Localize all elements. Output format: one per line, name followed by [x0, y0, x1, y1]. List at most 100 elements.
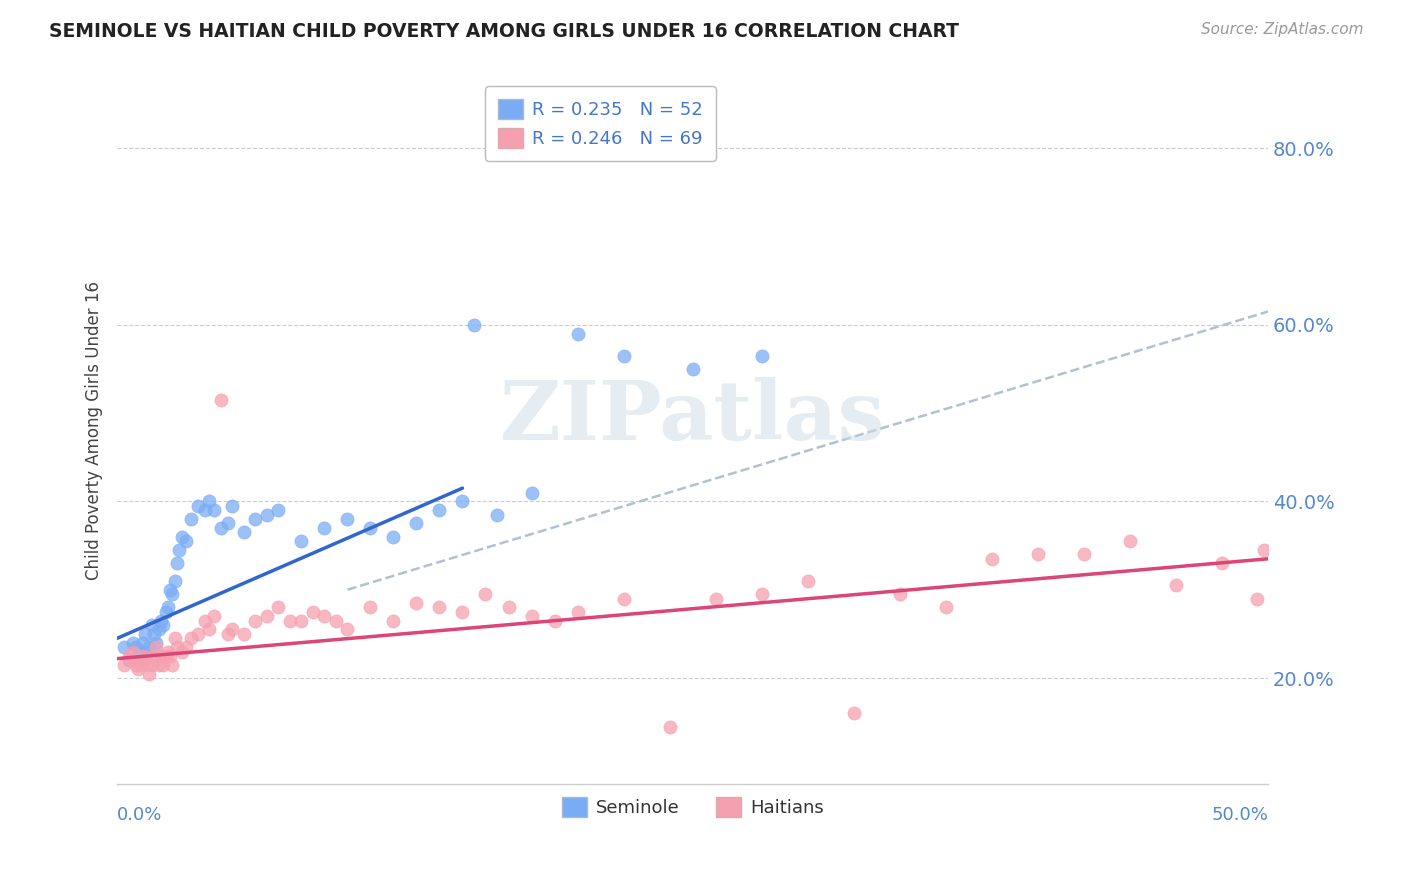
Point	[194, 503, 217, 517]
Point	[463, 318, 485, 332]
Point	[485, 508, 508, 522]
Point	[155, 648, 177, 663]
Point	[141, 618, 163, 632]
Point	[145, 636, 167, 650]
Point	[131, 648, 153, 663]
Point	[174, 534, 197, 549]
Point	[127, 648, 149, 663]
Point	[451, 605, 474, 619]
Point	[180, 512, 202, 526]
Point	[1246, 591, 1268, 606]
Point	[751, 587, 773, 601]
Point	[152, 657, 174, 672]
Point	[232, 525, 254, 540]
Point	[198, 623, 221, 637]
Point	[122, 636, 145, 650]
Point	[325, 614, 347, 628]
Point	[129, 657, 152, 672]
Point	[267, 600, 290, 615]
Point	[1119, 534, 1142, 549]
Point	[209, 521, 232, 535]
Point	[112, 640, 135, 654]
Point	[136, 644, 159, 658]
Point	[118, 653, 141, 667]
Point	[1253, 543, 1275, 558]
Point	[336, 512, 359, 526]
Point	[245, 512, 267, 526]
Point	[159, 582, 181, 597]
Point	[124, 640, 146, 654]
Point	[149, 648, 172, 663]
Point	[174, 640, 197, 654]
Point	[278, 614, 301, 628]
Point	[520, 485, 543, 500]
Point	[209, 392, 232, 407]
Point	[120, 653, 142, 667]
Point	[314, 521, 336, 535]
Text: SEMINOLE VS HAITIAN CHILD POVERTY AMONG GIRLS UNDER 16 CORRELATION CHART: SEMINOLE VS HAITIAN CHILD POVERTY AMONG …	[49, 22, 959, 41]
Point	[143, 648, 166, 663]
Point	[256, 508, 278, 522]
Point	[148, 657, 170, 672]
Point	[474, 587, 496, 601]
Point	[290, 614, 312, 628]
Y-axis label: Child Poverty Among Girls Under 16: Child Poverty Among Girls Under 16	[86, 281, 103, 580]
Point	[198, 494, 221, 508]
Point	[194, 614, 217, 628]
Point	[451, 494, 474, 508]
Text: 50.0%: 50.0%	[1212, 806, 1268, 824]
Point	[567, 326, 589, 341]
Point	[170, 530, 193, 544]
Point	[170, 644, 193, 658]
Point	[202, 503, 225, 517]
Point	[302, 605, 325, 619]
Point	[163, 574, 186, 588]
Point	[127, 662, 149, 676]
Point	[935, 600, 957, 615]
Point	[155, 605, 177, 619]
Point	[336, 623, 359, 637]
Point	[382, 614, 405, 628]
Point	[134, 653, 156, 667]
Point	[842, 706, 865, 721]
Point	[162, 657, 184, 672]
Point	[163, 632, 186, 646]
Point	[314, 609, 336, 624]
Point	[267, 503, 290, 517]
Point	[980, 551, 1002, 566]
Point	[429, 503, 451, 517]
Point	[122, 644, 145, 658]
Point	[889, 587, 911, 601]
Point	[232, 627, 254, 641]
Point	[613, 591, 636, 606]
Point	[245, 614, 267, 628]
Point	[112, 657, 135, 672]
Point	[217, 516, 239, 531]
Point	[131, 636, 153, 650]
Text: ZIPatlas: ZIPatlas	[501, 376, 886, 457]
Text: Source: ZipAtlas.com: Source: ZipAtlas.com	[1201, 22, 1364, 37]
Point	[124, 657, 146, 672]
Legend: Seminole, Haitians: Seminole, Haitians	[554, 790, 831, 824]
Point	[1073, 548, 1095, 562]
Point	[382, 530, 405, 544]
Point	[187, 627, 209, 641]
Point	[405, 516, 427, 531]
Text: 0.0%: 0.0%	[117, 806, 163, 824]
Point	[797, 574, 820, 588]
Point	[166, 640, 188, 654]
Point	[1026, 548, 1049, 562]
Point	[138, 666, 160, 681]
Point	[143, 627, 166, 641]
Point	[359, 600, 381, 615]
Point	[1211, 556, 1233, 570]
Point	[162, 587, 184, 601]
Point	[166, 556, 188, 570]
Point	[567, 605, 589, 619]
Point	[359, 521, 381, 535]
Point	[613, 349, 636, 363]
Point	[221, 499, 243, 513]
Point	[187, 499, 209, 513]
Point	[129, 644, 152, 658]
Point	[704, 591, 727, 606]
